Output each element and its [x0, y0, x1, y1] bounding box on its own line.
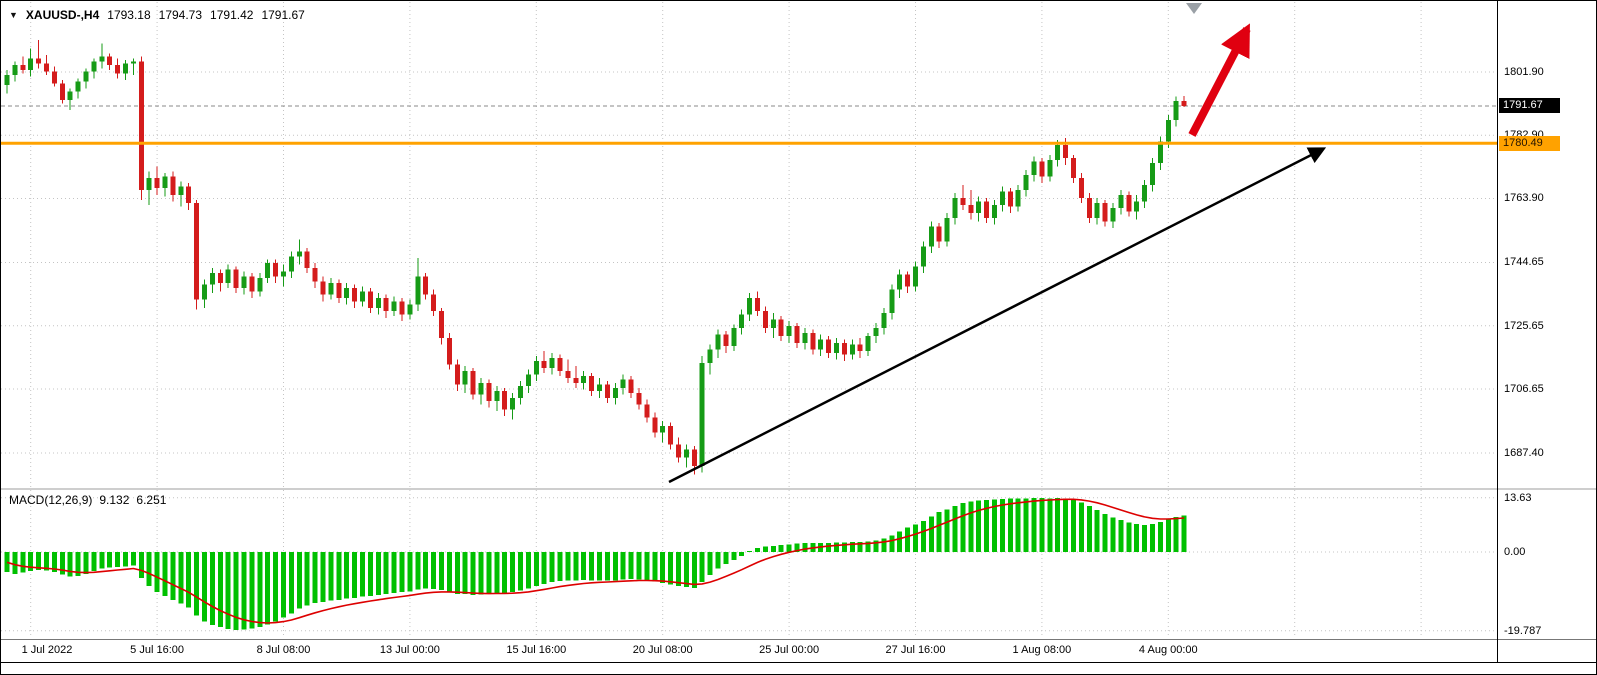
macd-indicator-label: MACD(12,26,9) 9.132 6.251 — [9, 493, 166, 507]
ohlc-readout: ▼ XAUUSD-,H4 1793.18 1794.73 1791.42 179… — [9, 8, 305, 22]
hline-price-badge: 1780.49 — [1499, 136, 1560, 151]
time-axis-label: 25 Jul 00:00 — [759, 644, 820, 656]
grid — [1, 2, 1498, 638]
time-axis-label: 20 Jul 08:00 — [632, 644, 693, 656]
time-axis-label: 8 Jul 08:00 — [256, 644, 311, 656]
time-axis-label: 15 Jul 16:00 — [506, 644, 567, 656]
price-axis-label: 1801.90 — [1504, 66, 1544, 78]
time-axis[interactable] — [1, 640, 1498, 663]
ohlc-high-value: 1794.73 — [158, 8, 203, 22]
time-axis-label: 5 Jul 16:00 — [130, 644, 184, 656]
ohlc-close-value: 1791.67 — [261, 8, 305, 22]
time-axis-label: 1 Jul 2022 — [21, 644, 73, 656]
macd-axis-label: 13.63 — [1504, 491, 1532, 504]
time-axis-label: 27 Jul 16:00 — [885, 644, 946, 656]
current-price-badge: 1791.67 — [1499, 98, 1560, 113]
trendline-arrow[interactable] — [668, 147, 1327, 484]
macd-axis-label: 0.00 — [1504, 546, 1526, 558]
price-axis-label: 1763.90 — [1504, 192, 1544, 205]
price-axis-label: 1706.65 — [1504, 382, 1544, 395]
red-arrow[interactable] — [1188, 23, 1251, 137]
macd-signal-value: 6.251 — [136, 493, 167, 507]
time-axis-label: 1 Aug 08:00 — [1012, 644, 1072, 656]
price-axis-label: 1725.65 — [1504, 319, 1544, 332]
macd-name-label: MACD(12,26,9) — [9, 493, 93, 507]
ohlc-low-value: 1791.42 — [210, 8, 254, 22]
macd-axis-label: -19.787 — [1504, 624, 1542, 637]
ohlc-open-value: 1793.18 — [107, 8, 151, 22]
symbol-timeframe-label: XAUUSD-,H4 — [25, 8, 100, 22]
candlestick-series — [4, 40, 1187, 475]
macd-signal-line — [6, 498, 1185, 624]
macd-main-value: 9.132 — [99, 493, 130, 507]
price-axis-label: 1744.65 — [1504, 256, 1544, 269]
time-axis-label: 13 Jul 00:00 — [379, 644, 440, 656]
time-axis-label: 4 Aug 00:00 — [1138, 644, 1198, 656]
price-axis-label: 1687.40 — [1504, 446, 1544, 459]
symbol-dropdown-icon[interactable]: ▼ — [9, 10, 18, 20]
scroll-position-marker-icon[interactable] — [1186, 3, 1202, 14]
macd-histogram — [4, 497, 1187, 631]
